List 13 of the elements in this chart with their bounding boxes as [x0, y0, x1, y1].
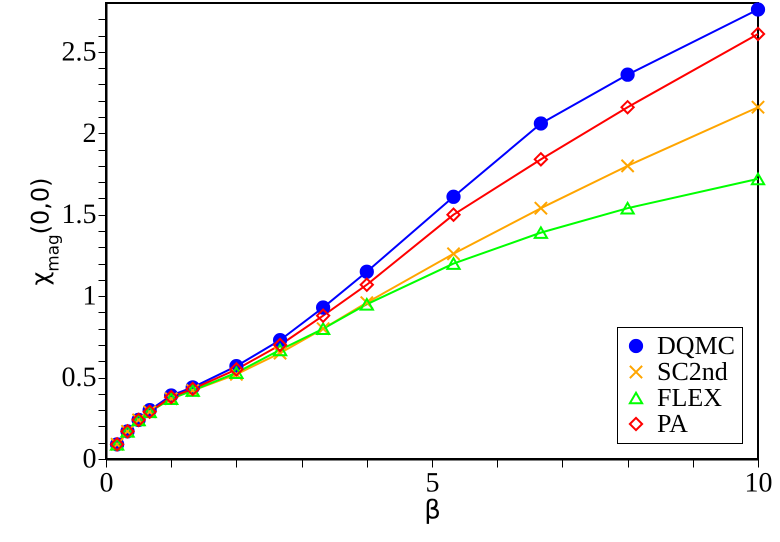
x-axis-title: β — [424, 496, 441, 526]
y-tick-label: 1 — [82, 280, 96, 312]
y-tick-label: 0.5 — [62, 362, 96, 394]
y-tick-label: 0 — [82, 444, 96, 474]
x-tick-label: 5 — [426, 468, 440, 498]
x-tick-label: 10 — [744, 468, 772, 498]
y-tick-label: 1.5 — [62, 199, 96, 230]
y-tick-label: 2.5 — [62, 36, 96, 68]
legend-label: SC2nd — [657, 357, 728, 386]
legend-label: DQMC — [657, 331, 736, 360]
legend-label: PA — [657, 409, 688, 438]
y-tick-label: 2 — [82, 118, 96, 149]
legend-label: FLEX — [657, 383, 722, 412]
